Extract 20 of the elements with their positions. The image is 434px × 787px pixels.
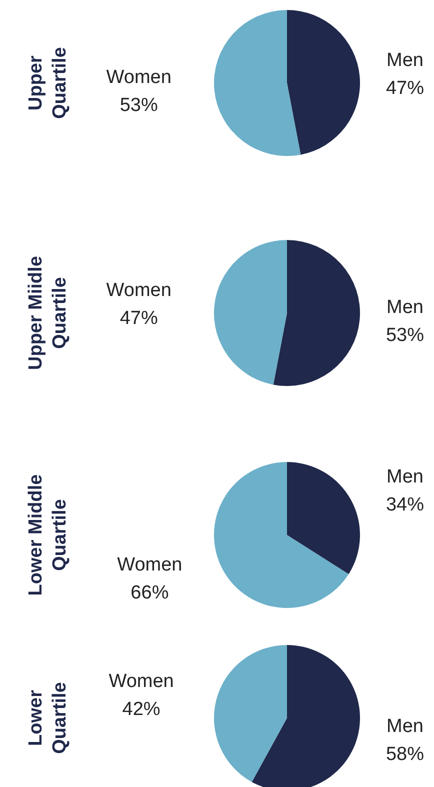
data-label: 42% xyxy=(122,698,160,720)
slice-label: Women xyxy=(106,280,172,301)
slice-label: Men xyxy=(386,716,424,738)
data-label: 53% xyxy=(120,95,158,116)
slice-label: Women xyxy=(106,67,172,88)
slice-label: Men xyxy=(386,50,424,71)
text: Lower Middle Quartile xyxy=(26,474,70,596)
text: Upper Quartile xyxy=(26,47,70,119)
text: Lower Quartile xyxy=(26,682,70,754)
data-label: 34% xyxy=(386,494,424,516)
slice-label: Women xyxy=(108,670,174,692)
data-label: 58% xyxy=(386,744,424,766)
text: Upper Miidle Quartile xyxy=(26,256,70,370)
slice-label: Men xyxy=(386,297,424,318)
slice-label: Men xyxy=(386,466,424,488)
data-label: 47% xyxy=(120,308,158,329)
data-label: 47% xyxy=(386,78,424,99)
slice-label: Women xyxy=(117,554,182,576)
data-label: 53% xyxy=(386,325,424,346)
data-label: 66% xyxy=(130,582,169,604)
